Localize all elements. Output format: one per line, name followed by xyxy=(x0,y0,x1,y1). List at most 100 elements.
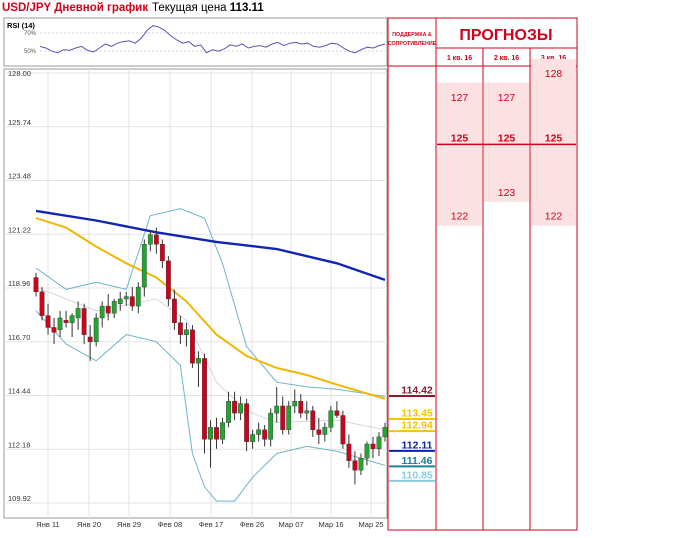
candle-body xyxy=(334,410,340,416)
rsi-tick-50: 50% xyxy=(24,49,37,55)
forecast-column: 128 125 122 xyxy=(531,59,576,226)
candle xyxy=(99,301,105,328)
forecast-value: 122 xyxy=(545,211,563,223)
candle-body xyxy=(340,415,346,445)
candle-body xyxy=(117,298,123,304)
candle xyxy=(69,313,75,337)
forecast-panel: ПРОГНОЗЫ 1 кв. 16 2 кв. 16 3 кв. 161271251… xyxy=(435,17,578,531)
forecast-date-label: 1 кв. 16 xyxy=(447,55,472,62)
y-tick-label: 109.92 xyxy=(8,494,31,503)
candle-body xyxy=(214,427,219,440)
current-price-value: 113.11 xyxy=(229,2,264,14)
candle xyxy=(129,287,135,311)
forecast-column: 127 125 122 xyxy=(437,82,482,226)
candle xyxy=(322,422,328,442)
y-tick-label: 123.48 xyxy=(8,172,31,181)
candle xyxy=(141,239,147,297)
candle xyxy=(274,386,280,423)
candle-body xyxy=(376,436,382,449)
price-frame xyxy=(3,68,388,519)
candle xyxy=(33,272,39,297)
level-value: 112.11 xyxy=(402,439,433,451)
candle-body xyxy=(190,329,195,364)
candle-body xyxy=(286,405,292,430)
candle-body xyxy=(322,427,328,435)
candle xyxy=(292,389,298,414)
forecast-value: 125 xyxy=(451,132,469,144)
forecast-value: 122 xyxy=(451,211,469,223)
candle xyxy=(111,298,117,318)
forecast-value: 125 xyxy=(498,132,516,144)
candle-body xyxy=(232,401,237,414)
candle xyxy=(244,398,250,452)
candle-body xyxy=(87,336,93,342)
candle xyxy=(45,303,51,335)
candle-body xyxy=(328,410,334,428)
candle xyxy=(117,291,123,311)
candle-body xyxy=(262,429,268,440)
candle-body xyxy=(123,296,129,300)
candle-body xyxy=(147,234,153,245)
candle-body xyxy=(226,401,231,423)
forecast-value: 127 xyxy=(498,92,516,104)
candle-body xyxy=(51,327,57,333)
x-tick-label: Янв 29 xyxy=(117,520,141,529)
support-header-line1: ПОДДЕРЖКА & xyxy=(392,32,432,38)
candle xyxy=(178,315,183,345)
price-panel: 128.00 125.74 123.48 121.22 118.96 116.70 114.… xyxy=(3,68,388,529)
candle-body xyxy=(364,443,370,459)
candle xyxy=(316,417,322,445)
forecast-value: 123 xyxy=(498,187,516,199)
forecast-range-band xyxy=(484,82,529,202)
forecast-column: 127 125 123 xyxy=(484,82,529,202)
candle-body xyxy=(244,403,250,442)
candle xyxy=(190,325,195,368)
candle-body xyxy=(358,458,364,471)
candle xyxy=(286,401,292,435)
candle-body xyxy=(39,291,45,316)
candle-body xyxy=(178,322,183,335)
x-tick-label: Мар 16 xyxy=(318,520,343,529)
y-tick-label: 112.18 xyxy=(8,440,30,449)
candle-body xyxy=(238,403,243,414)
fast-moving-average-line xyxy=(35,217,386,400)
y-tick-label: 121.22 xyxy=(8,225,31,234)
level-value: 111.46 xyxy=(402,455,433,467)
level-value: 114.42 xyxy=(401,384,433,396)
forecast-value: 128 xyxy=(545,68,563,80)
bollinger-lower-line xyxy=(35,310,386,502)
candle-body xyxy=(81,308,87,335)
candle xyxy=(214,417,219,449)
candle xyxy=(39,287,45,321)
candle-body xyxy=(196,358,201,364)
candle-body xyxy=(256,429,262,435)
forecast-date-label: 2 кв. 16 xyxy=(494,55,519,62)
candle-body xyxy=(171,298,177,323)
support-header-line2: СОПРОТИВЛЕНИЕ xyxy=(388,41,437,47)
candle-body xyxy=(33,277,39,293)
candle xyxy=(268,408,274,447)
candle-body xyxy=(280,405,286,430)
candle xyxy=(184,322,189,347)
candle xyxy=(364,441,370,466)
candle xyxy=(346,434,352,468)
candle xyxy=(220,417,225,445)
candle xyxy=(334,401,340,418)
candle-body xyxy=(93,317,99,342)
candle xyxy=(232,391,237,421)
candle xyxy=(171,289,177,330)
candle-body xyxy=(220,422,225,440)
candle xyxy=(310,405,316,437)
candle-body xyxy=(184,329,189,335)
y-tick-label: 128.00 xyxy=(8,69,31,78)
x-tick-label: Янв 20 xyxy=(77,520,101,529)
support-resistance-column: ПОДДЕРЖКА & СОПРОТИВЛЕНИЕ 114.42113.4511… xyxy=(387,17,437,531)
price-grid xyxy=(4,69,387,518)
forecast-title: ПРОГНОЗЫ xyxy=(459,27,552,44)
candle xyxy=(328,405,334,433)
slow-moving-average-line xyxy=(35,209,386,282)
candle xyxy=(238,396,243,421)
candle-body xyxy=(208,427,213,440)
y-axis: 128.00 125.74 123.48 121.22 118.96 116.70 114.… xyxy=(8,69,31,503)
support-column-frame xyxy=(387,17,437,531)
